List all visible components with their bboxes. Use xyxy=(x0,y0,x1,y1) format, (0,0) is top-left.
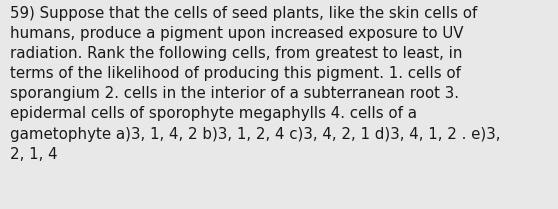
Text: 59) Suppose that the cells of seed plants, like the skin cells of
humans, produc: 59) Suppose that the cells of seed plant… xyxy=(10,6,501,162)
